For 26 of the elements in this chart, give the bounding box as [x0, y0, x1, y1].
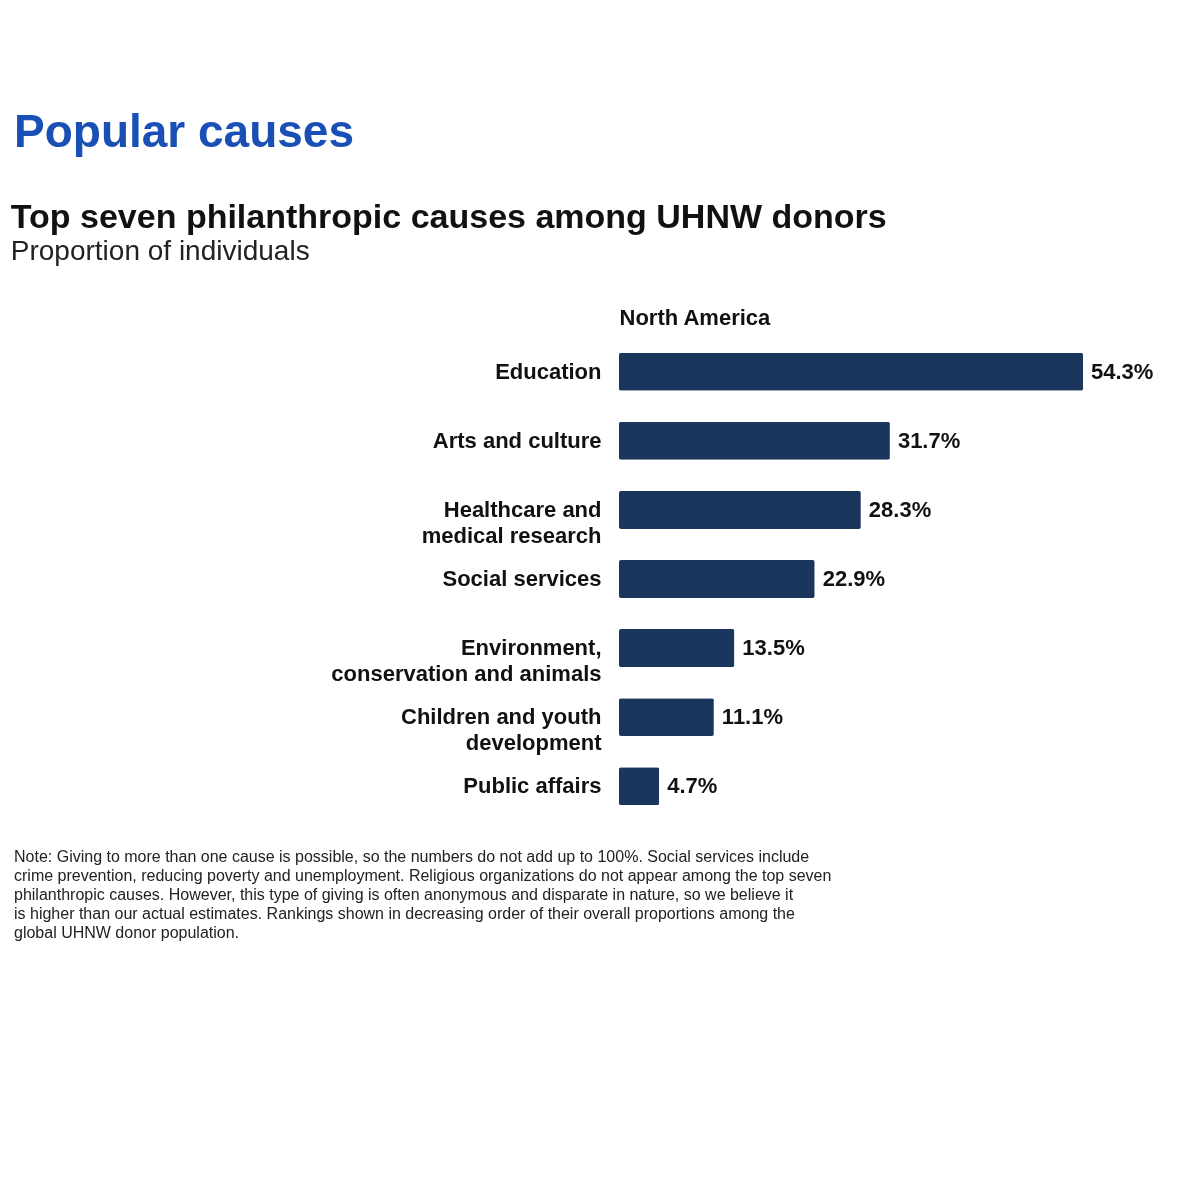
data-label: 22.9%	[822, 566, 886, 591]
data-label: 13.5%	[742, 635, 805, 661]
y-tick-label: Children and youth development	[401, 704, 603, 756]
y-tick-label: Social services	[442, 566, 602, 591]
y-tick-label: Healthcare and medical research	[421, 496, 602, 548]
bar	[619, 629, 735, 668]
data-label: 54.3%	[1091, 358, 1154, 384]
y-tick-label: Environment, conservation and animals	[331, 635, 602, 687]
data-label: 4.7%	[667, 773, 718, 799]
text: Proportion of individuals	[10, 235, 310, 266]
bar	[619, 560, 815, 598]
bar	[619, 352, 1084, 391]
data-label: 11.1%	[721, 704, 784, 730]
chart-title: Top seven philanthropic causes among UHNW donors	[10, 197, 887, 235]
y-tick-label: Arts and culture	[432, 427, 602, 453]
bar	[619, 698, 714, 737]
y-tick-label: Public affairs	[463, 773, 602, 799]
bar	[619, 421, 890, 460]
y-tick-label: Education	[495, 358, 602, 384]
text: Note: Giving to more than one cause is possible, so the numbers do not add up to 100%. Social services include crime prevention, reducing poverty and unemployment. Religious organizations do not appear among the top seven philanthropic causes. However, this type of giving is often anonymous and disparate in nature, so we believe it is higher than our actual estimates. Rankings shown in decreasing order of their overall proportions among the global UHNW donor population.	[14, 848, 832, 941]
bar	[619, 490, 861, 529]
data-label: 28.3%	[868, 496, 932, 522]
bar	[619, 767, 660, 806]
x-axis-title: North America	[619, 304, 772, 330]
text: Popular causes	[14, 105, 355, 157]
data-label: 31.7%	[897, 427, 961, 453]
